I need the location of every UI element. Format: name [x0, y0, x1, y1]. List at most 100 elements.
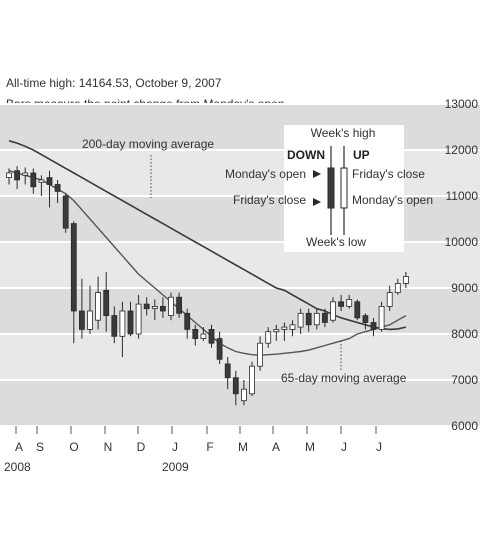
band-1: [0, 334, 480, 380]
candle-40: [330, 297, 336, 323]
candle-21: [176, 292, 183, 318]
legend-down-close: Friday's close: [233, 193, 306, 207]
x-tick-label-4: D: [137, 440, 146, 454]
x-tick-label-7: M: [238, 440, 248, 454]
candle-36: [297, 308, 304, 334]
candle-37: [305, 308, 312, 332]
candle-body-29: [240, 388, 247, 402]
candle-8: [70, 221, 77, 344]
candle-0: [6, 168, 12, 185]
candle-30: [249, 361, 255, 397]
candles: [6, 166, 409, 406]
candle-legend: Week's high DOWN UP Monday's open Friday…: [225, 125, 433, 252]
candle-body-46: [378, 305, 385, 330]
candle-15: [127, 301, 134, 337]
candle-body-1: [14, 170, 21, 181]
legend-week-high: Week's high: [311, 126, 376, 140]
candle-body-18: [151, 305, 158, 310]
candle-body-40: [330, 301, 336, 321]
candle-body-22: [184, 312, 191, 330]
legend-up-label: UP: [353, 148, 370, 162]
candle-9: [79, 278, 85, 339]
x-tick-label-10: J: [341, 440, 347, 454]
candle-body-49: [402, 276, 409, 284]
candle-body-30: [249, 365, 255, 395]
candle-body-5: [46, 177, 53, 185]
candle-16: [135, 294, 142, 339]
candle-3: [30, 168, 37, 194]
candle-body-43: [354, 301, 361, 319]
candle-body-19: [159, 305, 166, 312]
candle-10: [87, 285, 93, 334]
candle-body-32: [265, 331, 272, 344]
annotation-200-day: 200-day moving average: [82, 137, 214, 198]
candle-27: [224, 357, 231, 390]
label-65-day-moving-average: 65-day moving average: [281, 371, 407, 385]
y-axis: 6000 7000 8000 9000 10000 11000 12000 13000: [445, 97, 479, 433]
candle-body-39: [321, 312, 328, 323]
candle-38: [313, 308, 320, 330]
legend-up-close: Friday's close: [352, 167, 425, 181]
candle-body-24: [200, 333, 207, 339]
candle-body-14: [119, 310, 126, 337]
candle-body-17: [143, 303, 150, 310]
legend-arrow-down-open: [313, 170, 321, 178]
candle-23: [192, 324, 199, 346]
candle-body-26: [216, 338, 223, 360]
candle-body-33: [273, 328, 280, 333]
note-all-time-high: All-time high: 14164.53, October 9, 2007: [6, 76, 222, 90]
legend-up-open: Monday's open: [352, 193, 433, 207]
candle-17: [143, 297, 150, 316]
band-0: [0, 380, 480, 426]
line-200-day-moving-average: [8, 140, 407, 331]
candle-26: [216, 331, 223, 364]
candle-20: [168, 292, 174, 321]
moving-averages: [8, 140, 407, 356]
candle-5: [46, 170, 53, 208]
candle-body-37: [305, 312, 312, 326]
x-tick-label-8: A: [272, 440, 280, 454]
candle-body-3: [30, 172, 37, 188]
candle-body-7: [62, 195, 69, 229]
candle-body-11: [95, 292, 101, 321]
candle-45: [370, 317, 377, 337]
candle-body-41: [338, 301, 345, 307]
x-tick-label-11: J: [376, 440, 382, 454]
legend-down-body: [327, 167, 335, 209]
candle-body-42: [346, 299, 353, 307]
candle-body-44: [362, 315, 369, 323]
y-tick-label-13000: 13000: [445, 97, 479, 111]
legend-arrow-down-close: [313, 198, 321, 206]
x-tick-label-5: J: [172, 440, 178, 454]
x-year-label-2009: 2009: [162, 460, 189, 474]
candle-2: [22, 167, 29, 185]
candle-42: [346, 294, 353, 309]
candle-29: [240, 380, 247, 406]
x-tick-label-1: S: [36, 440, 44, 454]
candle-body-20: [168, 296, 174, 317]
candle-body-9: [79, 310, 85, 330]
y-tick-label-10000: 10000: [445, 235, 479, 249]
candle-41: [338, 294, 345, 311]
candle-body-6: [54, 184, 61, 192]
candle-11: [95, 276, 101, 330]
y-tick-label-9000: 9000: [451, 281, 478, 295]
candle-22: [184, 308, 191, 339]
x-tick-label-2: O: [69, 440, 78, 454]
legend-down-open: Monday's open: [225, 167, 306, 181]
candle-25: [208, 324, 215, 348]
candle-body-8: [70, 223, 77, 312]
candle-7: [62, 193, 69, 233]
candle-body-47: [386, 292, 393, 307]
candle-body-27: [224, 363, 231, 379]
candle-19: [159, 297, 166, 318]
candle-body-38: [313, 312, 320, 326]
candle-body-15: [127, 310, 134, 335]
candle-body-12: [103, 289, 110, 316]
candle-body-4: [38, 179, 45, 183]
candle-body-48: [394, 282, 401, 293]
annotation-65-day: 65-day moving average: [281, 340, 407, 385]
y-tick-label-8000: 8000: [451, 327, 478, 341]
y-tick-label-6000: 6000: [451, 419, 478, 433]
x-tick-label-9: M: [305, 440, 315, 454]
